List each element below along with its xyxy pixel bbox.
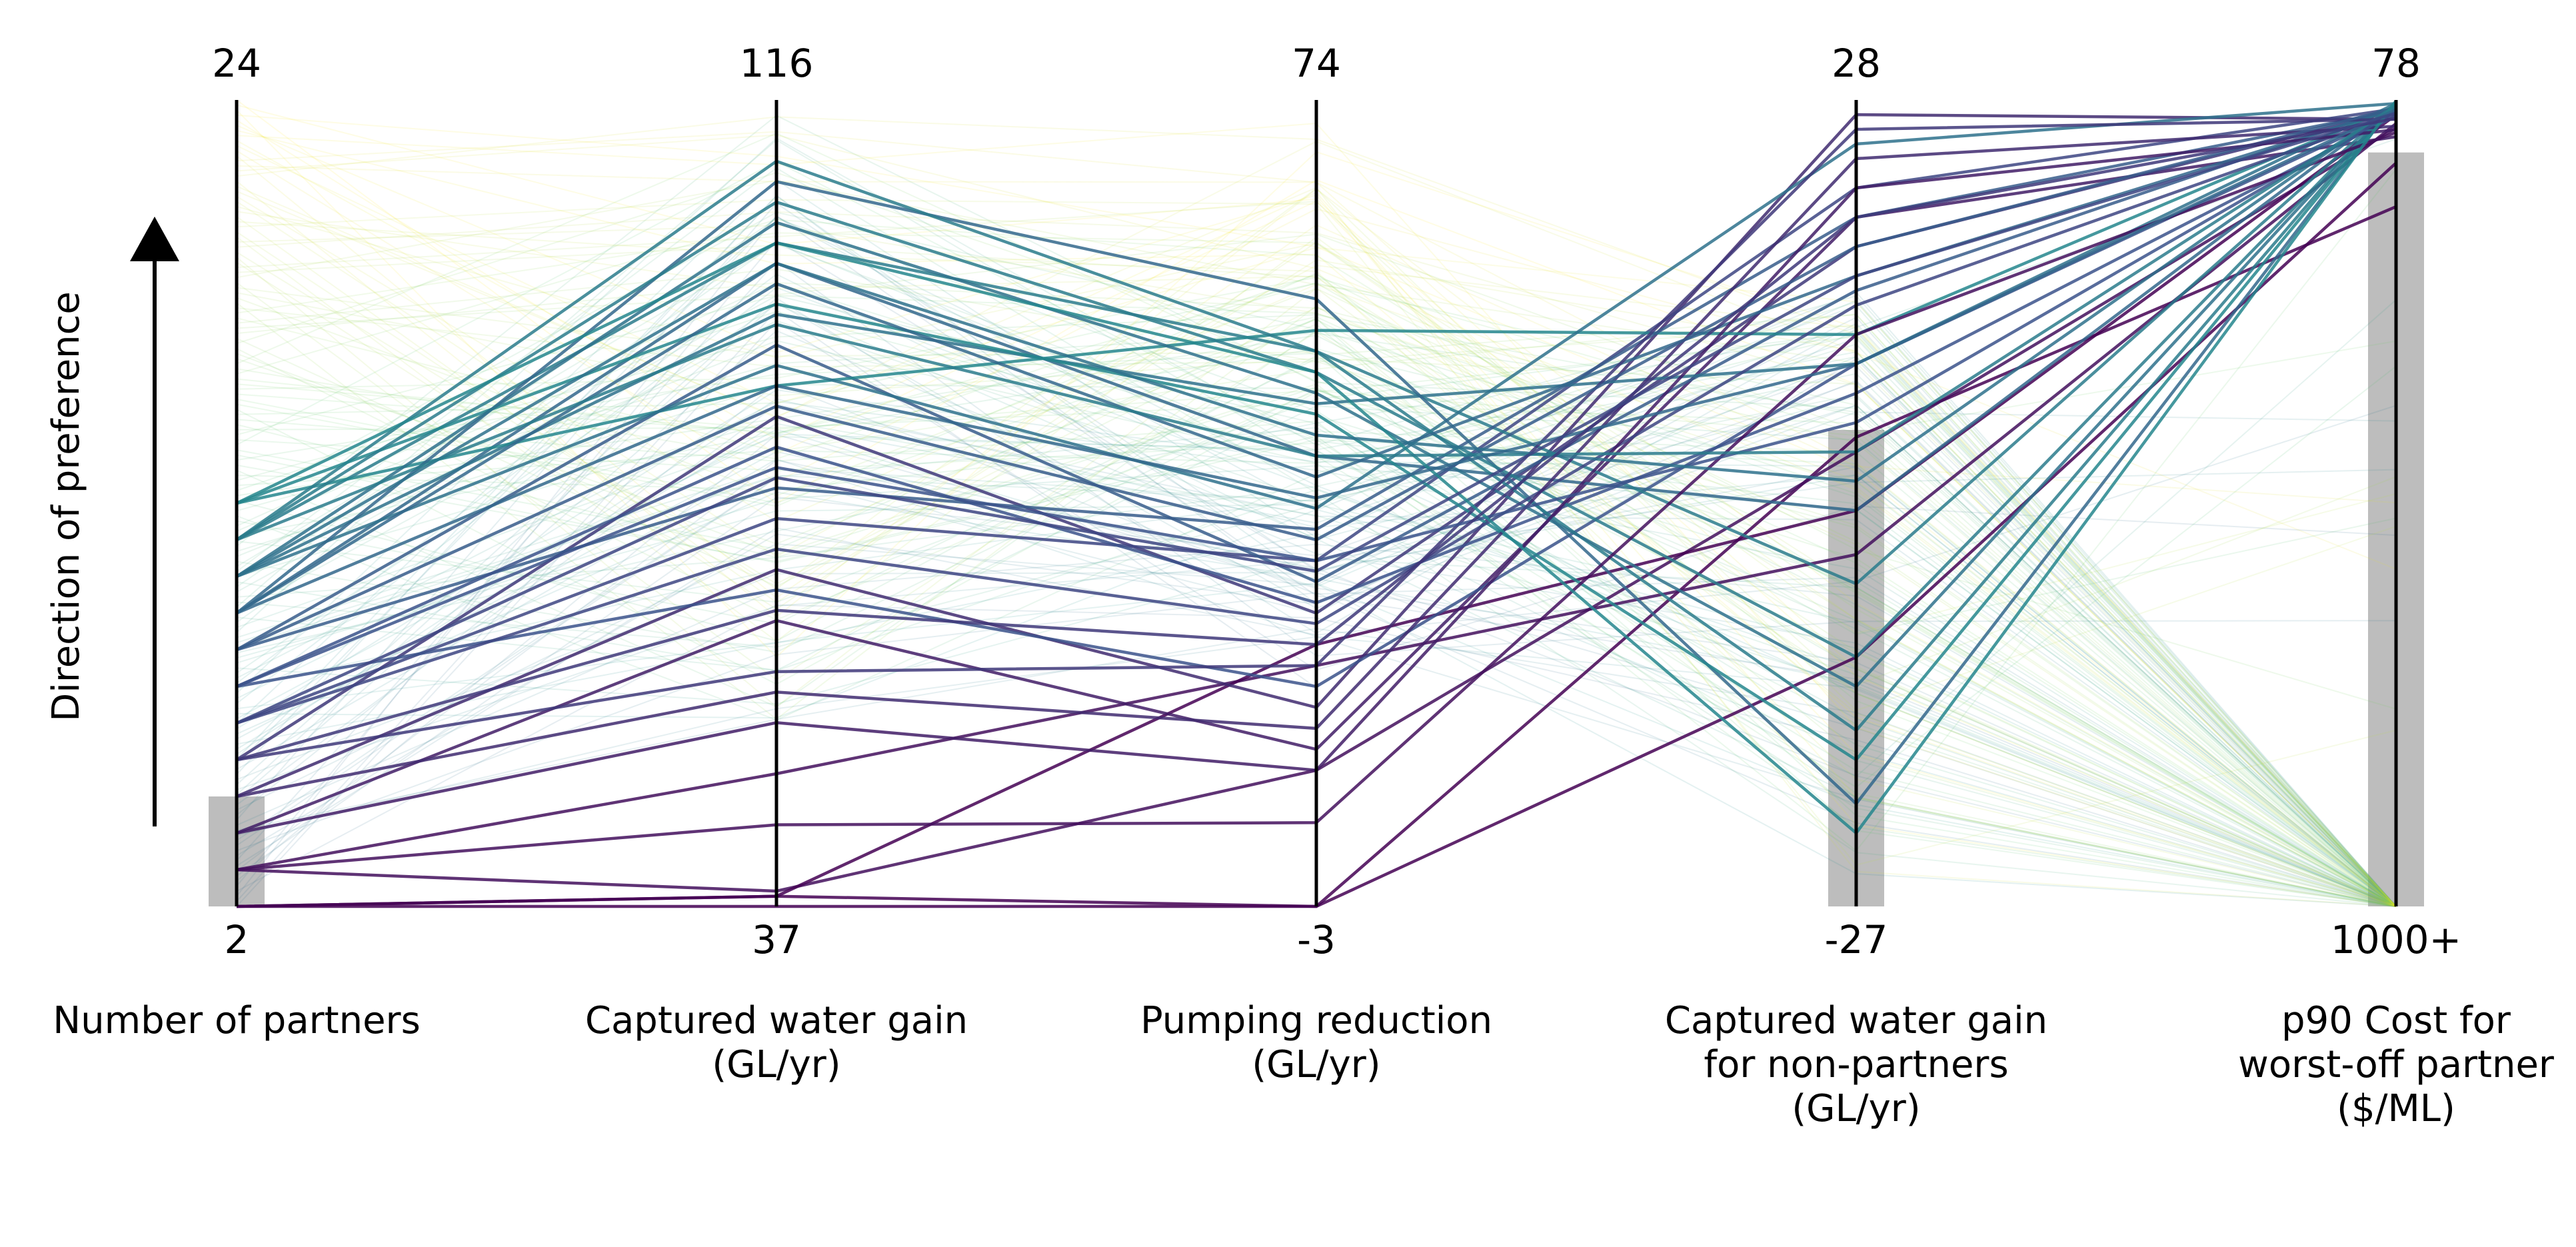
axis-name-4: Captured water gain for non-partners (GL/y… xyxy=(1665,999,2047,1130)
axis-bottom-label-4: -27 xyxy=(1825,917,1888,962)
axis-name-5: p90 Cost for worst-off partner ($/ML) xyxy=(2238,999,2555,1130)
axis-top-label-3: 74 xyxy=(1292,41,1341,86)
axis-name-1: Number of partners xyxy=(53,999,421,1042)
axis-top-label-1: 24 xyxy=(212,41,261,86)
axis-bottom-label-5: 1000+ xyxy=(2331,917,2461,962)
axis-name-3: Pumping reduction (GL/yr) xyxy=(1140,999,1492,1086)
axis-bottom-label-1: 2 xyxy=(225,917,249,962)
axis-name-2: Captured water gain (GL/yr) xyxy=(585,999,968,1086)
axis-bottom-label-3: -3 xyxy=(1297,917,1336,962)
direction-of-preference-label: Direction of preference xyxy=(45,291,88,722)
axis-bottom-label-2: 37 xyxy=(752,917,801,962)
axis-top-label-4: 28 xyxy=(1832,41,1881,86)
parallel-axes: 24 2 Number of partners 116 37 Captured water… xyxy=(53,41,2555,1130)
axis-top-label-5: 78 xyxy=(2371,41,2421,86)
direction-arrow-head xyxy=(130,217,179,261)
axis-top-label-2: 116 xyxy=(740,41,814,86)
